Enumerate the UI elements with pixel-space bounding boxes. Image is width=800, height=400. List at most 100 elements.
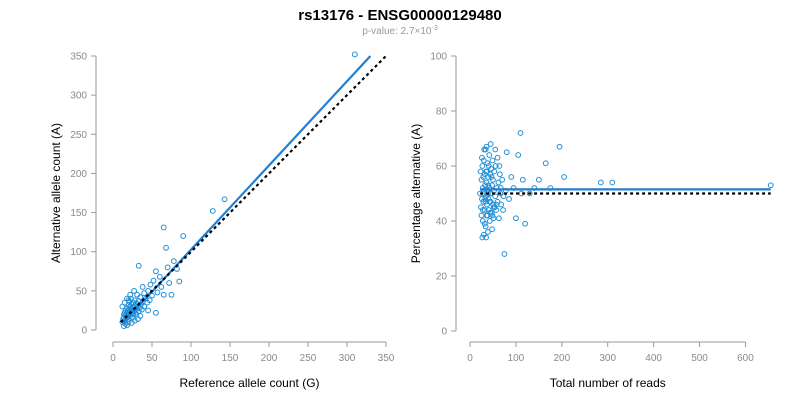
x-tick-label: 350 bbox=[378, 353, 395, 364]
y-tick-label: 20 bbox=[436, 272, 448, 283]
y-tick-label: 80 bbox=[436, 107, 448, 118]
data-point bbox=[131, 287, 137, 294]
data-point bbox=[496, 163, 503, 169]
data-point bbox=[486, 152, 493, 158]
data-point bbox=[153, 268, 159, 275]
data-point bbox=[124, 295, 130, 302]
data-point bbox=[513, 215, 519, 222]
data-point bbox=[160, 291, 167, 298]
data-point bbox=[501, 251, 508, 257]
x-tick-label: 0 bbox=[467, 353, 473, 364]
y-tick-label: 50 bbox=[76, 286, 88, 297]
data-point bbox=[147, 281, 154, 288]
data-point bbox=[221, 196, 228, 203]
data-point bbox=[150, 277, 157, 284]
data-point bbox=[351, 51, 358, 58]
data-point bbox=[131, 317, 138, 324]
data-point bbox=[489, 226, 495, 233]
data-point bbox=[131, 297, 138, 304]
x-tick-label: 300 bbox=[599, 353, 616, 364]
data-point bbox=[482, 196, 489, 202]
data-point bbox=[479, 207, 486, 213]
data-point bbox=[153, 309, 159, 316]
data-point bbox=[478, 212, 485, 219]
y-tick-label: 300 bbox=[70, 91, 87, 102]
data-point bbox=[146, 297, 153, 304]
data-point bbox=[170, 258, 177, 265]
data-point bbox=[493, 201, 500, 208]
data-point bbox=[480, 174, 487, 180]
data-point bbox=[145, 307, 152, 314]
data-point bbox=[519, 176, 526, 183]
data-point bbox=[495, 179, 502, 186]
data-point bbox=[154, 289, 161, 296]
x-tick-label: 200 bbox=[553, 353, 570, 364]
data-point bbox=[492, 163, 499, 169]
data-point bbox=[481, 220, 488, 227]
data-point bbox=[496, 215, 502, 222]
data-point bbox=[517, 130, 524, 136]
data-point bbox=[561, 174, 568, 180]
y-tick-label: 150 bbox=[70, 208, 87, 219]
data-point bbox=[486, 218, 493, 224]
data-point bbox=[482, 182, 489, 189]
data-point bbox=[479, 163, 486, 169]
data-point bbox=[483, 143, 490, 150]
data-point bbox=[526, 190, 533, 197]
data-point bbox=[489, 182, 495, 189]
data-point bbox=[498, 201, 505, 208]
data-point bbox=[494, 154, 501, 161]
y-tick-label: 200 bbox=[70, 169, 87, 180]
data-point bbox=[492, 146, 499, 153]
data-point bbox=[485, 163, 492, 169]
data-point bbox=[137, 294, 144, 301]
data-point bbox=[135, 262, 142, 269]
data-point bbox=[125, 319, 132, 326]
y-axis-title: Alternative allele count (A) bbox=[49, 123, 63, 263]
x-tick-label: 600 bbox=[737, 353, 754, 364]
data-point bbox=[164, 264, 171, 271]
data-point bbox=[160, 224, 167, 231]
data-point bbox=[767, 182, 774, 189]
data-point bbox=[506, 196, 512, 202]
data-point bbox=[499, 176, 506, 183]
data-point bbox=[137, 313, 144, 319]
data-point bbox=[492, 193, 499, 200]
data-point bbox=[141, 303, 148, 310]
x-tick-label: 200 bbox=[261, 353, 278, 364]
data-point bbox=[124, 322, 130, 329]
data-point bbox=[163, 244, 169, 251]
data-point bbox=[597, 179, 604, 186]
y-tick-label: 250 bbox=[70, 130, 87, 141]
data-point bbox=[489, 157, 496, 164]
p-value-exponent: -3 bbox=[431, 25, 437, 32]
data-point bbox=[556, 143, 563, 150]
data-point bbox=[515, 152, 522, 158]
data-point bbox=[487, 209, 494, 216]
data-point bbox=[158, 284, 165, 290]
x-tick-label: 100 bbox=[508, 353, 525, 364]
y-tick-label: 0 bbox=[441, 327, 447, 338]
chart-title: rs13176 - ENSG00000129480 bbox=[298, 7, 502, 24]
data-point bbox=[156, 273, 163, 280]
data-point bbox=[481, 207, 488, 213]
x-tick-label: 150 bbox=[222, 353, 239, 364]
data-point bbox=[496, 171, 503, 178]
reference-dotted-line bbox=[120, 55, 387, 323]
x-axis-title: Reference allele count (G) bbox=[179, 376, 319, 390]
data-point bbox=[491, 168, 498, 175]
data-point bbox=[485, 182, 492, 189]
data-point bbox=[485, 190, 491, 197]
data-point bbox=[479, 154, 485, 161]
data-point bbox=[494, 198, 501, 205]
data-point bbox=[487, 141, 494, 147]
data-point bbox=[180, 233, 187, 239]
y-axis-title: Percentage alternative (A) bbox=[409, 124, 423, 263]
data-point bbox=[488, 174, 495, 180]
data-point bbox=[500, 207, 506, 213]
data-point bbox=[139, 284, 146, 290]
data-point bbox=[168, 291, 175, 298]
data-point bbox=[485, 229, 491, 235]
data-point bbox=[477, 168, 484, 175]
x-tick-label: 0 bbox=[110, 353, 116, 364]
